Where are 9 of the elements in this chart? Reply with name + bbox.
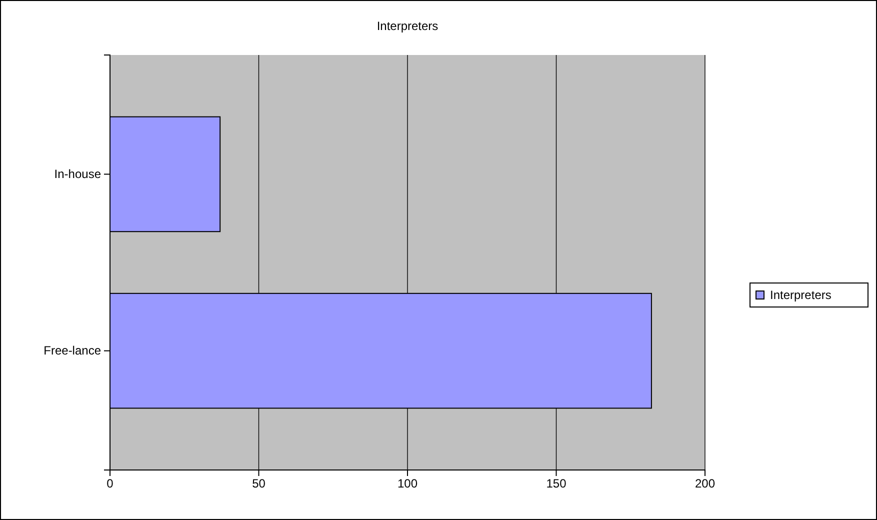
- x-tick-label: 50: [252, 476, 266, 491]
- x-tick-label: 0: [106, 476, 114, 491]
- y-tick-label: In-house: [54, 167, 102, 182]
- x-tick-label: 200: [694, 476, 716, 491]
- legend-label: Interpreters: [770, 288, 832, 302]
- chart-title: Interpreters: [376, 19, 438, 33]
- x-tick-label: 100: [397, 476, 418, 491]
- x-tick-label: 150: [546, 476, 567, 491]
- y-tick-label: Free-lance: [44, 344, 102, 358]
